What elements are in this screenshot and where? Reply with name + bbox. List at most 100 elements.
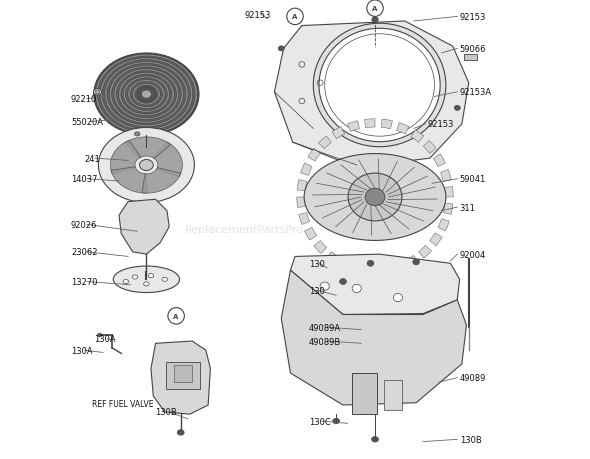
Ellipse shape — [121, 75, 172, 115]
Ellipse shape — [95, 91, 100, 95]
Text: REF FUEL VALVE: REF FUEL VALVE — [91, 399, 153, 408]
Polygon shape — [111, 168, 147, 194]
Text: A: A — [292, 14, 298, 20]
Ellipse shape — [394, 294, 402, 302]
Bar — [174, 365, 192, 382]
Wedge shape — [444, 187, 453, 197]
Wedge shape — [396, 123, 409, 134]
Wedge shape — [375, 267, 385, 275]
Text: 130A: 130A — [94, 335, 116, 343]
Text: 92153: 92153 — [428, 120, 454, 129]
Text: 130: 130 — [309, 286, 324, 296]
Ellipse shape — [104, 62, 188, 128]
Wedge shape — [304, 228, 317, 241]
Ellipse shape — [348, 174, 402, 221]
Text: 130B: 130B — [156, 408, 178, 416]
Text: 92153: 92153 — [460, 13, 486, 22]
Wedge shape — [438, 219, 450, 231]
Ellipse shape — [304, 154, 446, 241]
Text: 130C: 130C — [309, 417, 330, 425]
Ellipse shape — [135, 86, 158, 104]
Ellipse shape — [126, 78, 168, 111]
Text: 92026: 92026 — [71, 220, 97, 230]
Ellipse shape — [367, 261, 374, 267]
Text: 59041: 59041 — [460, 175, 486, 184]
Polygon shape — [119, 200, 169, 255]
Wedge shape — [297, 197, 306, 208]
Polygon shape — [110, 141, 141, 175]
Ellipse shape — [333, 419, 340, 424]
Wedge shape — [443, 204, 453, 215]
Ellipse shape — [324, 35, 434, 137]
Ellipse shape — [123, 280, 129, 284]
Ellipse shape — [96, 55, 198, 135]
Text: 130: 130 — [309, 259, 324, 268]
Wedge shape — [319, 137, 332, 149]
Text: 23062: 23062 — [71, 248, 97, 257]
Ellipse shape — [143, 282, 149, 286]
Ellipse shape — [119, 73, 174, 117]
Wedge shape — [297, 180, 307, 191]
Wedge shape — [430, 233, 442, 246]
Ellipse shape — [128, 80, 165, 109]
Ellipse shape — [177, 430, 184, 435]
Polygon shape — [124, 138, 171, 159]
Ellipse shape — [320, 282, 329, 291]
Polygon shape — [290, 255, 460, 315]
Wedge shape — [391, 263, 402, 274]
Wedge shape — [441, 170, 451, 182]
Wedge shape — [411, 131, 424, 143]
Text: 130B: 130B — [460, 435, 481, 444]
Text: ReplacementPartsPro: ReplacementPartsPro — [185, 224, 304, 235]
Ellipse shape — [133, 84, 160, 106]
Ellipse shape — [109, 66, 183, 124]
Wedge shape — [405, 256, 418, 268]
Text: 130A: 130A — [71, 346, 93, 355]
Polygon shape — [274, 22, 468, 168]
Bar — [384, 380, 402, 410]
Ellipse shape — [142, 91, 152, 99]
Ellipse shape — [319, 29, 440, 142]
Ellipse shape — [137, 88, 156, 102]
Ellipse shape — [123, 77, 169, 113]
Wedge shape — [332, 127, 345, 140]
Text: 92153A: 92153A — [460, 88, 491, 97]
Wedge shape — [341, 260, 353, 272]
Wedge shape — [365, 119, 375, 129]
Ellipse shape — [340, 279, 346, 285]
Ellipse shape — [107, 64, 186, 126]
Wedge shape — [424, 141, 436, 154]
Text: 55020A: 55020A — [71, 118, 103, 127]
Ellipse shape — [116, 72, 176, 118]
Ellipse shape — [137, 88, 156, 102]
Ellipse shape — [372, 437, 378, 442]
Ellipse shape — [140, 160, 153, 171]
Ellipse shape — [98, 57, 195, 133]
Ellipse shape — [454, 106, 460, 111]
Text: 49089B: 49089B — [309, 337, 341, 346]
Ellipse shape — [142, 91, 151, 99]
Wedge shape — [381, 120, 392, 129]
Ellipse shape — [114, 70, 179, 120]
Text: A: A — [173, 313, 179, 319]
Bar — [166, 362, 200, 389]
Wedge shape — [358, 266, 369, 275]
Ellipse shape — [278, 47, 284, 52]
Ellipse shape — [97, 334, 102, 337]
Ellipse shape — [144, 93, 149, 97]
Text: 59066: 59066 — [460, 45, 486, 54]
Ellipse shape — [139, 90, 153, 101]
Ellipse shape — [135, 133, 140, 137]
Text: 241: 241 — [85, 154, 100, 163]
Ellipse shape — [372, 18, 378, 23]
Ellipse shape — [352, 285, 361, 293]
Ellipse shape — [102, 61, 191, 129]
Polygon shape — [281, 270, 467, 405]
Text: 14037: 14037 — [71, 175, 97, 184]
Wedge shape — [348, 122, 359, 132]
Wedge shape — [314, 241, 327, 254]
Polygon shape — [153, 143, 182, 178]
Ellipse shape — [148, 274, 154, 278]
Ellipse shape — [113, 267, 179, 293]
Polygon shape — [142, 168, 181, 194]
